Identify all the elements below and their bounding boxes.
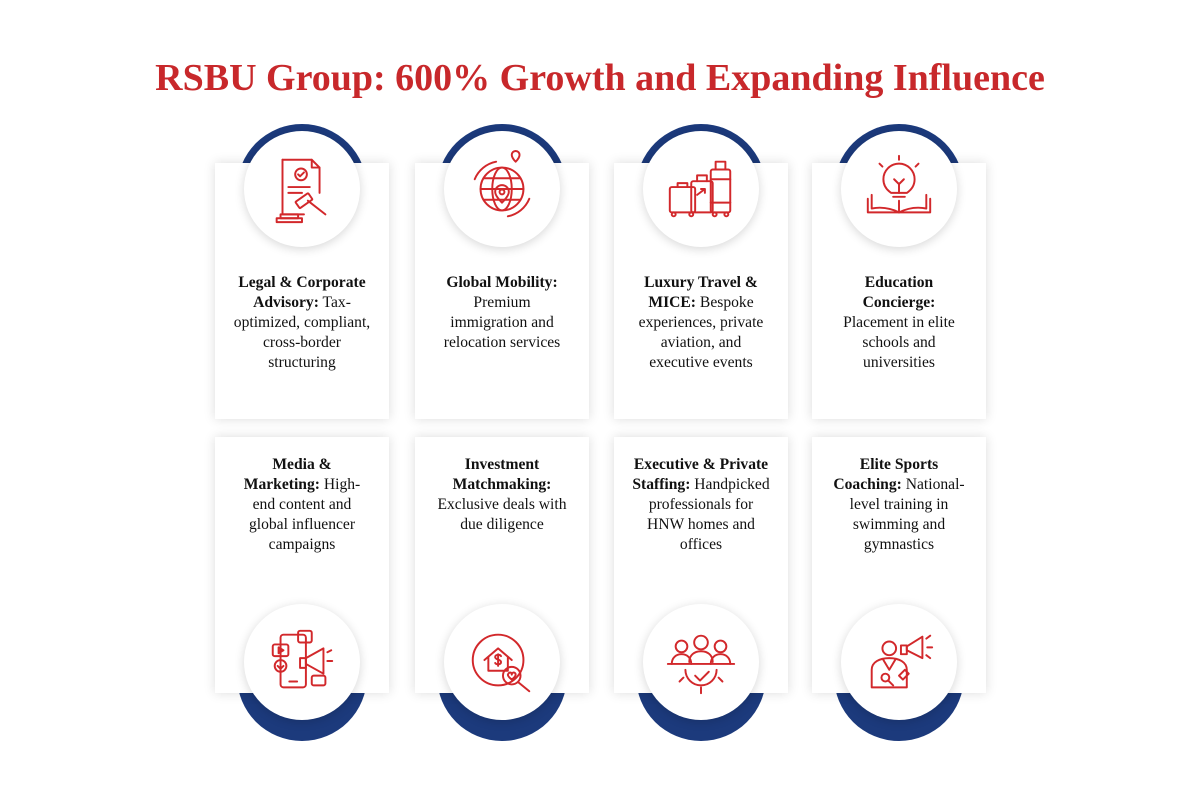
service-heading: Education Concierge: [862, 274, 936, 311]
service-detail: Premium immigration and relocation servi… [443, 294, 561, 351]
service-detail: Placement in elite schools and universit… [843, 314, 955, 371]
service-text: Elite Sports Coaching: National-level tr… [830, 455, 968, 555]
team-gear-icon [643, 604, 759, 720]
page-title: RSBU Group: 600% Growth and Expanding In… [155, 57, 1045, 99]
service-text: Education Concierge: Placement in elite … [830, 273, 968, 373]
service-detail: National-level training in swimming and … [849, 476, 965, 553]
lightbulb-book-icon [841, 131, 957, 247]
service-detail: High-end content and global influencer c… [248, 476, 361, 553]
service-heading: Luxury Travel & MICE: [644, 274, 758, 311]
service-heading: Investment Matchmaking: [452, 456, 552, 493]
service-heading: Elite Sports Coaching: [833, 456, 939, 493]
luggage-icon [643, 131, 759, 247]
gavel-document-icon [244, 131, 360, 247]
service-detail: Handpicked professionals for HNW homes a… [647, 476, 770, 553]
coach-megaphone-icon [841, 604, 957, 720]
service-detail: Exclusive deals with due diligence [437, 496, 567, 533]
service-text: Media & Marketing: High-end content and … [233, 455, 371, 555]
service-text: Legal & Corporate Advisory: Tax-optimize… [233, 273, 371, 373]
service-text: Global Mobility: Premium immigration and… [433, 273, 571, 353]
social-media-icon [244, 604, 360, 720]
service-heading: Media & Marketing: [243, 456, 332, 493]
service-detail: Tax-optimized, compliant, cross-border s… [233, 294, 371, 371]
service-heading: Global Mobility: [446, 274, 558, 291]
service-text: Investment Matchmaking: Exclusive deals … [433, 455, 571, 535]
service-detail: Bespoke experiences, private aviation, a… [638, 294, 764, 371]
house-dollar-search-icon [444, 604, 560, 720]
service-text: Executive & Private Staffing: Handpicked… [632, 455, 770, 555]
service-heading: Executive & Private Staffing: [632, 456, 769, 493]
service-text: Luxury Travel & MICE: Bespoke experience… [632, 273, 770, 373]
service-heading: Legal & Corporate Advisory: [238, 274, 366, 311]
globe-location-icon [444, 131, 560, 247]
